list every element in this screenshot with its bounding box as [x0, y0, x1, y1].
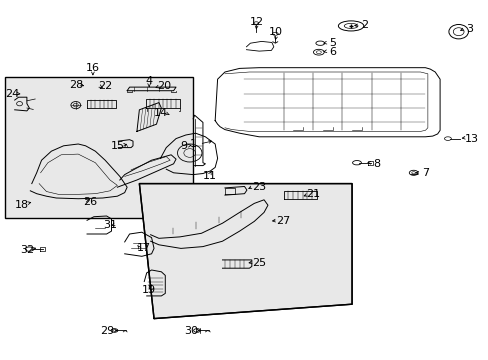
- Text: 19: 19: [142, 285, 156, 295]
- Text: 18: 18: [15, 200, 29, 210]
- Text: 10: 10: [269, 27, 283, 37]
- Text: 5: 5: [328, 38, 335, 48]
- Text: 16: 16: [86, 63, 100, 73]
- Text: 20: 20: [157, 81, 170, 91]
- Text: 29: 29: [100, 326, 115, 336]
- Text: 1: 1: [189, 139, 196, 149]
- Text: 9: 9: [180, 141, 186, 151]
- Text: 17: 17: [137, 243, 151, 253]
- Text: 28: 28: [68, 80, 83, 90]
- Text: 6: 6: [328, 47, 335, 57]
- Text: 21: 21: [305, 189, 319, 199]
- Text: 25: 25: [252, 258, 265, 268]
- Text: 27: 27: [276, 216, 290, 226]
- Text: 23: 23: [252, 182, 265, 192]
- Text: 13: 13: [464, 134, 478, 144]
- Text: 7: 7: [421, 168, 428, 178]
- Text: 12: 12: [249, 17, 263, 27]
- Text: 3: 3: [465, 24, 472, 34]
- Text: 24: 24: [5, 89, 20, 99]
- Text: 32: 32: [20, 245, 34, 255]
- Text: 8: 8: [372, 159, 379, 169]
- Text: 26: 26: [83, 197, 97, 207]
- Text: 11: 11: [203, 171, 217, 181]
- FancyBboxPatch shape: [5, 77, 193, 218]
- Text: 4: 4: [145, 76, 152, 86]
- Polygon shape: [139, 184, 351, 319]
- Text: 30: 30: [183, 326, 197, 336]
- Text: 2: 2: [360, 20, 367, 30]
- Text: 22: 22: [98, 81, 112, 91]
- Text: 14: 14: [154, 108, 168, 118]
- Text: 31: 31: [103, 220, 117, 230]
- Text: 15: 15: [110, 141, 124, 151]
